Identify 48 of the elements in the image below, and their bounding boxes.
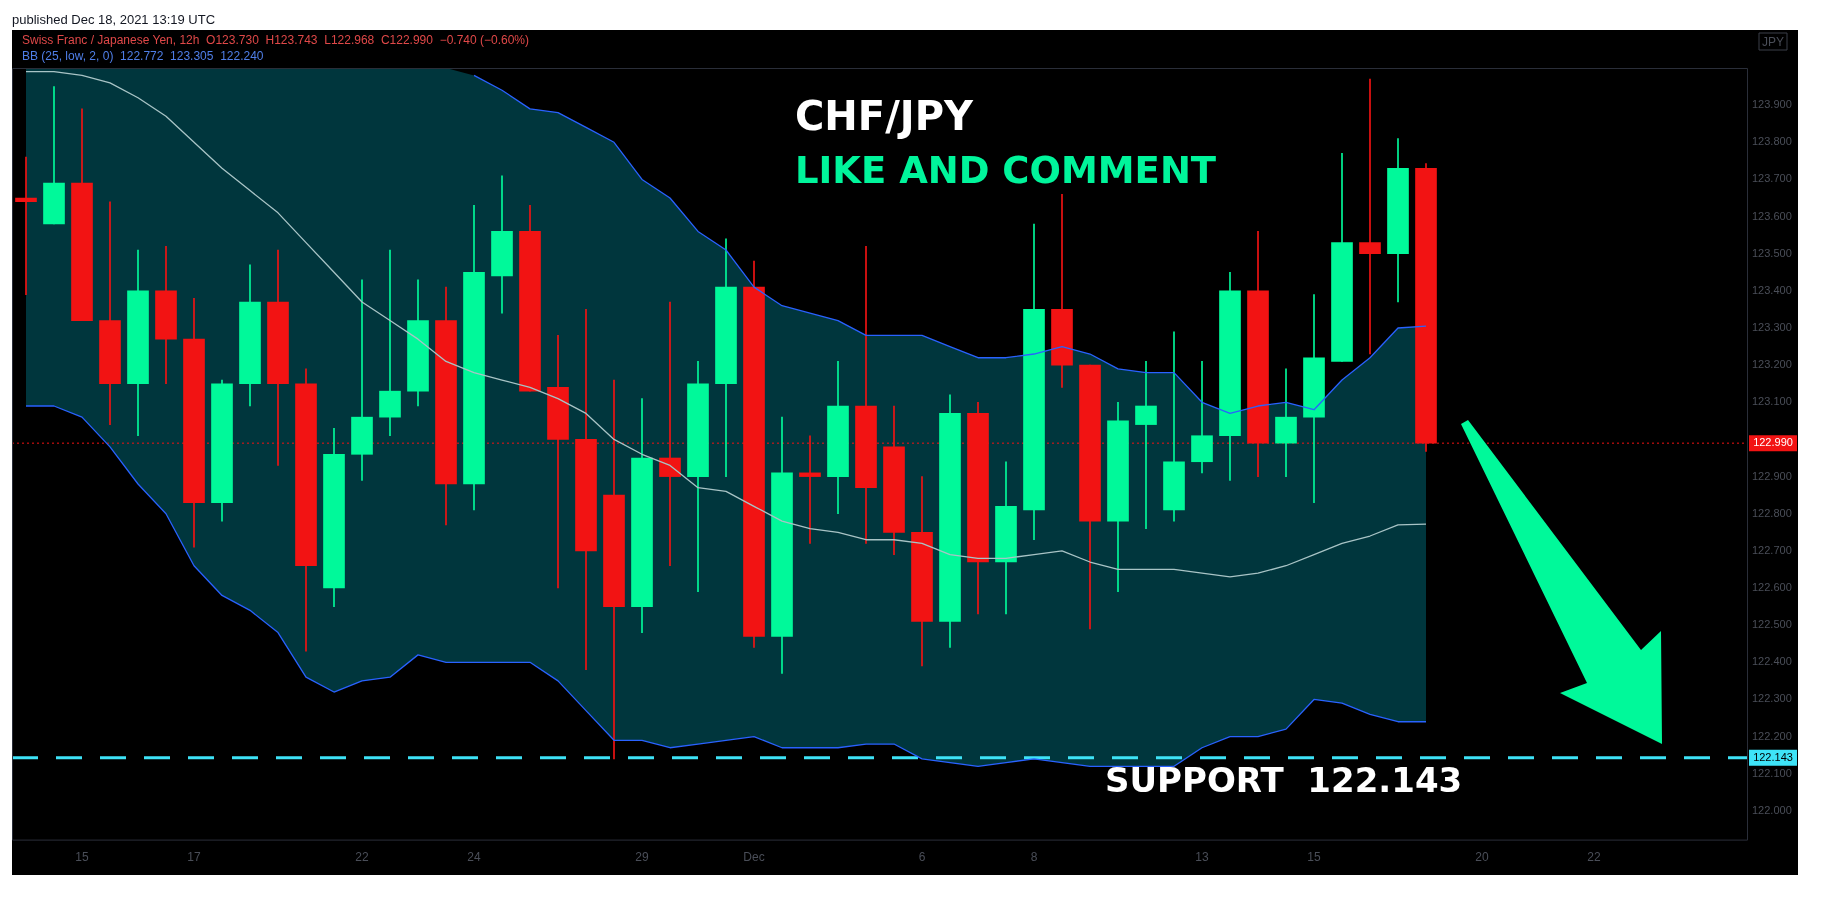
y-tick-label: 122.200: [1752, 729, 1792, 742]
y-tick-label: 123.500: [1752, 246, 1792, 259]
y-tick-label: 122.000: [1752, 803, 1792, 816]
y-tick-label: 123.900: [1752, 98, 1792, 111]
candlestick: [547, 335, 569, 589]
ref-line-label: 122.990: [1753, 436, 1793, 449]
y-tick-label: 123.100: [1752, 395, 1792, 408]
candlestick: [1191, 361, 1213, 474]
y-tick-label: 122.300: [1752, 692, 1792, 705]
x-tick-label: Dec: [743, 850, 765, 865]
text: published Dec 18, 2021 13:19 UTC: [12, 12, 216, 27]
x-tick-label: 29: [635, 850, 649, 865]
x-tick-label: 15: [75, 850, 89, 865]
text: JPY: [1761, 35, 1785, 49]
x-tick-label: 15: [1307, 850, 1321, 865]
x-tick-label: 20: [1475, 850, 1489, 865]
y-tick-label: 123.400: [1752, 283, 1792, 296]
y-tick-label: 122.600: [1752, 581, 1792, 594]
y-tick-label: 123.600: [1752, 209, 1792, 222]
text: Swiss Franc / Japanese Yen, 12h O123.730 H123.743 L122.968 C122.990 −0.740 (−0.60%): [22, 33, 530, 47]
x-tick-label: 17: [187, 850, 201, 865]
text: LIKE AND COMMENT: [795, 149, 1217, 192]
y-tick-label: 122.500: [1752, 618, 1792, 631]
text: BB (25, low, 2, 0) 122.772 123.305 122.240: [22, 49, 264, 63]
candlestick: [1275, 368, 1297, 477]
annotation: SUPPORT 122.143: [1105, 760, 1463, 800]
candlestick: [351, 279, 373, 481]
x-tick-label: 22: [1587, 850, 1601, 865]
y-tick-label: 123.200: [1752, 358, 1792, 371]
x-tick-label: 24: [467, 850, 481, 865]
y-tick-label: 122.100: [1752, 766, 1792, 779]
y-tick-label: 122.900: [1752, 469, 1792, 482]
y-tick-label: 122.400: [1752, 655, 1792, 668]
x-tick-label: 13: [1195, 850, 1209, 865]
candlestick: [1135, 361, 1157, 529]
text: CHF/JPY: [795, 93, 974, 139]
x-tick-label: 6: [918, 850, 926, 865]
candlestick: [1359, 78, 1381, 355]
ref-line-label: 122.143: [1753, 750, 1793, 763]
y-tick-label: 123.800: [1752, 135, 1792, 148]
candlestick: [379, 249, 401, 437]
x-tick-label: 8: [1030, 850, 1038, 865]
y-tick-label: 122.800: [1752, 506, 1792, 519]
y-tick-label: 123.300: [1752, 321, 1792, 334]
x-tick-label: 22: [355, 850, 369, 865]
y-tick-label: 123.700: [1752, 172, 1792, 185]
y-tick-label: 122.700: [1752, 543, 1792, 556]
candlestick: [15, 156, 37, 295]
